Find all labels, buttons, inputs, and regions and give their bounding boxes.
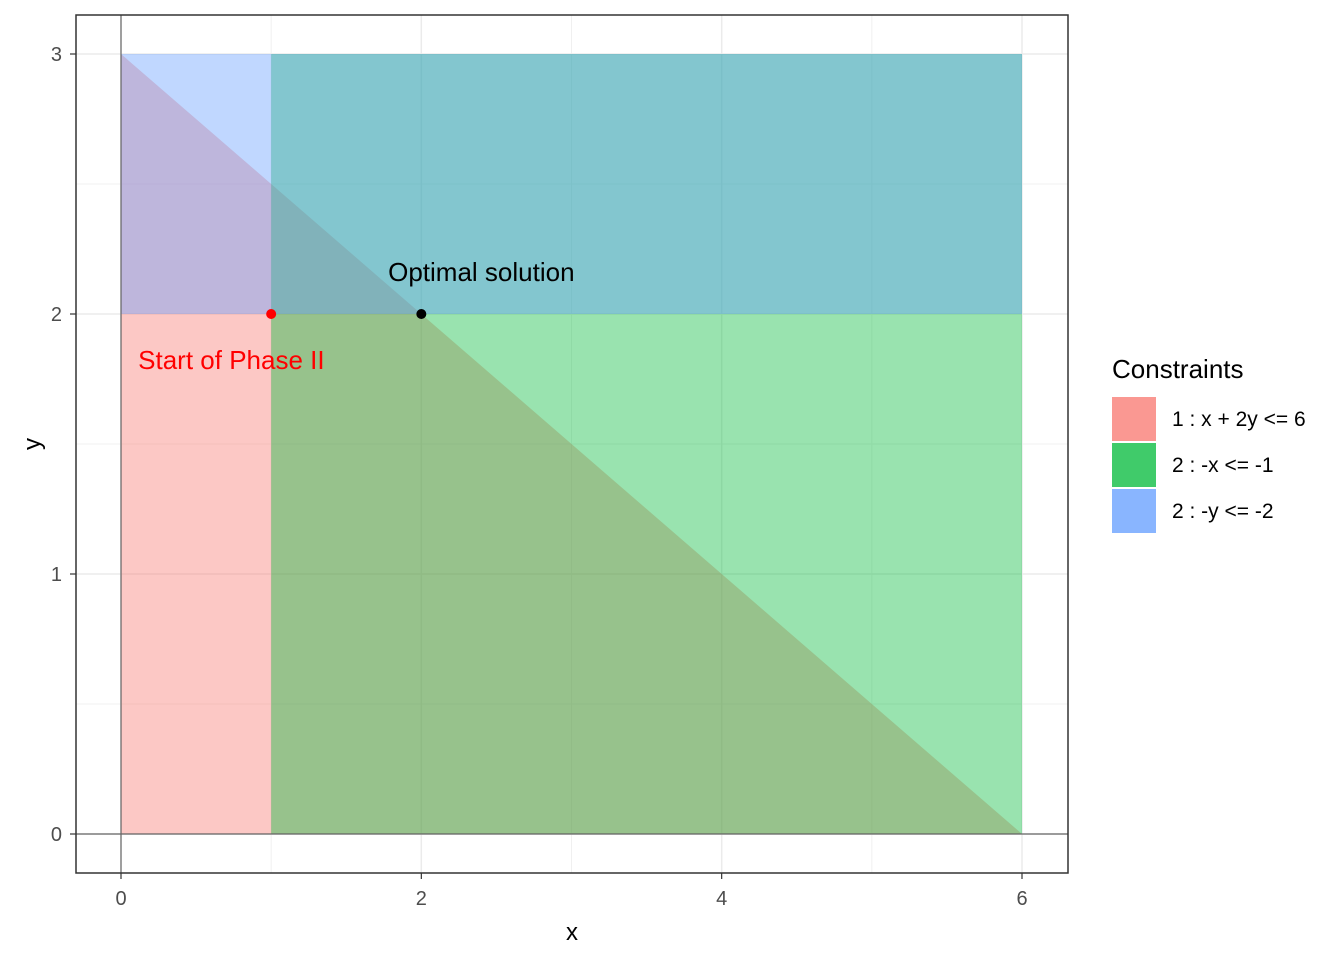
constraint-regions: [121, 54, 1023, 834]
legend-swatch-3: [1112, 489, 1156, 533]
x-tick-label: 6: [1016, 888, 1027, 910]
y-tick-label: 0: [51, 824, 62, 846]
legend-label-2: 2 : -x <= -1: [1172, 454, 1274, 477]
panel-border: [75, 14, 1069, 874]
constraint-region-1: [121, 54, 1022, 834]
y-tick-label: 1: [51, 564, 62, 586]
point-optimal-solution: [416, 309, 427, 319]
point-annotations: Start of Phase II Optimal solution: [138, 257, 574, 375]
x-tick-label: 0: [115, 888, 126, 910]
annotation-optimal-solution: Optimal solution: [388, 257, 574, 287]
x-tick-label: 4: [716, 888, 727, 910]
legend-swatch-1: [1112, 397, 1156, 441]
legend-swatch-2: [1112, 443, 1156, 487]
constraint-region-2: [271, 54, 1023, 834]
legend: Constraints 1 : x + 2y <= 6 2 : -x <= -1 2…: [1112, 354, 1306, 533]
constraint-region-3: [121, 54, 1022, 314]
legend-label-1: 1 : x + 2y <= 6: [1172, 408, 1306, 431]
annotation-start-of-phase-ii: Start of Phase II: [138, 345, 324, 375]
panel-frame: [75, 14, 1069, 874]
solution-points: [266, 309, 427, 319]
x-axis-title: x: [566, 919, 578, 946]
axis-titles: x y: [19, 438, 578, 946]
x-tick-label: 2: [416, 888, 427, 910]
y-tick-label: 3: [51, 44, 62, 66]
axis-ticks: 0 2 4 6 0 1 2 3: [51, 44, 1028, 910]
point-phase-ii-start: [266, 309, 277, 319]
legend-title: Constraints: [1112, 354, 1244, 384]
y-axis-title: y: [19, 438, 46, 450]
reference-lines: [76, 15, 1068, 873]
y-tick-label: 2: [51, 304, 62, 326]
legend-label-3: 2 : -y <= -2: [1172, 500, 1274, 523]
